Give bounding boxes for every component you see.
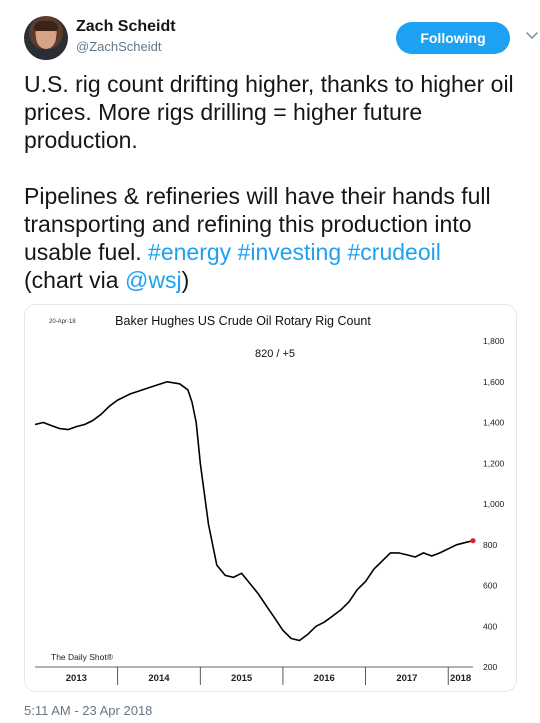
plot-area xyxy=(34,381,476,642)
series-line-rig-count xyxy=(34,381,474,642)
chevron-down-icon[interactable] xyxy=(524,27,540,43)
tweet-text: U.S. rig count drifting higher, thanks t… xyxy=(24,70,524,294)
chart-last-value: 820 / +5 xyxy=(255,348,295,360)
x-axis: 2013 2014 2015 2016 2017 2018 xyxy=(35,666,473,685)
y-tick-label: 1,600 xyxy=(483,377,505,387)
via-suffix: ) xyxy=(181,267,190,293)
tweet-paragraph-2: Pipelines & refineries will have their h… xyxy=(24,182,524,294)
chart-date-stamp: 20-Apr-18 xyxy=(49,319,76,325)
y-tick-label: 600 xyxy=(483,581,497,591)
y-tick-label: 1,000 xyxy=(483,499,505,509)
hashtag-energy[interactable]: #energy xyxy=(148,239,232,265)
tweet-paragraph-2-text: Pipelines & refineries will have their h… xyxy=(24,183,491,265)
x-tick-label: 2018 xyxy=(450,673,471,684)
avatar-hair xyxy=(34,21,58,31)
last-point-marker xyxy=(470,538,476,544)
y-tick-label: 1,400 xyxy=(483,418,505,428)
user-name[interactable]: Zach Scheidt xyxy=(76,18,176,35)
hashtag-investing[interactable]: #investing xyxy=(237,239,342,265)
following-button[interactable]: Following xyxy=(396,22,510,54)
via-prefix: (chart via xyxy=(24,267,125,293)
avatar[interactable] xyxy=(24,16,68,60)
tweet-header: Zach Scheidt @ZachScheidt Following xyxy=(24,14,538,64)
y-tick-label: 1,200 xyxy=(483,458,505,468)
y-tick-label: 400 xyxy=(483,621,497,631)
avatar-shirt xyxy=(28,48,64,60)
hashtag-crudeoil[interactable]: #crudeoil xyxy=(347,239,441,265)
y-tick-label: 1,800 xyxy=(483,336,505,346)
x-tick-label: 2017 xyxy=(396,673,417,684)
mention-wsj[interactable]: @wsj xyxy=(124,267,182,293)
tweet-timestamp[interactable]: 5:11 AM - 23 Apr 2018 xyxy=(24,703,153,718)
x-tick-label: 2016 xyxy=(314,673,335,684)
y-tick-label: 200 xyxy=(483,662,497,672)
x-tick-label: 2013 xyxy=(66,673,87,684)
rig-count-chart: 20-Apr-18 Baker Hughes US Crude Oil Rota… xyxy=(25,305,516,691)
x-tick-label: 2015 xyxy=(231,673,253,684)
y-tick-label: 800 xyxy=(483,540,497,550)
chart-image[interactable]: 20-Apr-18 Baker Hughes US Crude Oil Rota… xyxy=(24,304,517,692)
y-axis: 1,800 1,600 1,400 1,200 1,000 800 600 400 200 xyxy=(483,336,505,672)
chart-source: The Daily Shot® xyxy=(51,652,114,662)
chart-title: Baker Hughes US Crude Oil Rotary Rig Cou… xyxy=(115,314,371,328)
avatar-face xyxy=(36,25,56,49)
tweet-paragraph-1: U.S. rig count drifting higher, thanks t… xyxy=(24,71,514,153)
user-handle[interactable]: @ZachScheidt xyxy=(76,39,162,54)
x-tick-label: 2014 xyxy=(148,673,170,684)
